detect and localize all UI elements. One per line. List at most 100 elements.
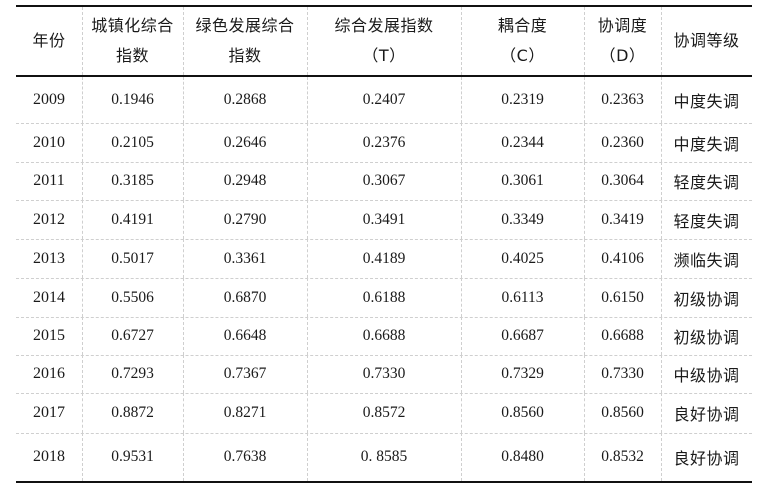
column-divider bbox=[183, 77, 184, 123]
column-divider bbox=[307, 123, 308, 162]
column-divider bbox=[307, 77, 308, 123]
header-comprehensive-line2: （T） bbox=[362, 46, 406, 65]
column-divider bbox=[661, 162, 662, 200]
column-divider bbox=[461, 355, 462, 393]
cell-green-development-index: 0.2948 bbox=[223, 172, 267, 189]
column-divider bbox=[183, 355, 184, 393]
column-divider bbox=[461, 278, 462, 317]
row-divider bbox=[16, 355, 752, 356]
column-divider bbox=[183, 433, 184, 481]
header-urbanization-index: 城镇化综合 指数 bbox=[82, 7, 183, 75]
column-divider bbox=[584, 393, 585, 433]
cell-coordination-degree: 0.3419 bbox=[601, 210, 644, 228]
column-divider bbox=[461, 239, 462, 278]
row-divider bbox=[16, 317, 752, 318]
cell-urbanization-index: 0.5506 bbox=[111, 288, 154, 306]
cell-urbanization-index: 0.7293 bbox=[111, 365, 154, 382]
column-divider bbox=[461, 433, 462, 481]
header-grade-label: 协调等级 bbox=[673, 31, 740, 50]
column-divider bbox=[183, 200, 184, 239]
column-divider bbox=[661, 278, 662, 317]
column-divider bbox=[584, 239, 585, 278]
column-divider bbox=[307, 239, 308, 278]
cell-green-development-index: 0.2646 bbox=[223, 133, 267, 151]
column-divider bbox=[661, 77, 662, 123]
row-divider bbox=[16, 393, 752, 394]
cell-urbanization-index: 0.3185 bbox=[111, 172, 154, 189]
column-divider bbox=[461, 123, 462, 162]
header-year: 年份 bbox=[16, 7, 82, 75]
header-coordination-line2: （D） bbox=[599, 46, 646, 65]
cell-year: 2010 bbox=[33, 133, 65, 151]
cell-urbanization-index: 0.2105 bbox=[111, 133, 154, 151]
cell-green-development-index: 0.6870 bbox=[223, 288, 267, 306]
column-divider bbox=[661, 393, 662, 433]
header-coupling-line1: 耦合度 bbox=[497, 16, 548, 35]
column-divider bbox=[183, 317, 184, 355]
table-row: 2012 0.4191 0.2790 0.3491 0.3349 0.3419 轻度失调 bbox=[16, 200, 752, 239]
cell-year: 2011 bbox=[33, 172, 65, 189]
cell-coordination-grade: 中度失调 bbox=[673, 92, 740, 111]
cell-coordination-grade: 良好协调 bbox=[673, 449, 740, 468]
column-divider bbox=[307, 317, 308, 355]
column-divider bbox=[461, 317, 462, 355]
cell-coordination-degree: 0.3064 bbox=[601, 172, 644, 189]
column-divider bbox=[461, 162, 462, 200]
cell-coupling-degree: 0.4025 bbox=[501, 249, 544, 267]
row-divider bbox=[16, 123, 752, 124]
column-divider bbox=[82, 317, 83, 355]
column-divider bbox=[82, 278, 83, 317]
cell-coordination-grade: 初级协调 bbox=[673, 289, 740, 309]
table-row: 2013 0.5017 0.3361 0.4189 0.4025 0.4106 濒临失调 bbox=[16, 239, 752, 278]
cell-coupling-degree: 0.6687 bbox=[501, 327, 544, 344]
column-divider bbox=[82, 77, 83, 123]
column-divider bbox=[661, 200, 662, 239]
column-divider bbox=[183, 239, 184, 278]
header-coupling-degree: 耦合度 （C） bbox=[461, 7, 584, 75]
header-year-label: 年份 bbox=[32, 31, 66, 50]
cell-coordination-grade: 濒临失调 bbox=[673, 250, 740, 270]
column-divider bbox=[82, 433, 83, 481]
column-divider bbox=[584, 278, 585, 317]
row-divider bbox=[16, 433, 752, 434]
cell-green-development-index: 0.6648 bbox=[223, 327, 267, 344]
table-row: 2009 0.1946 0.2868 0.2407 0.2319 0.2363 中度失调 bbox=[16, 77, 752, 123]
cell-year: 2013 bbox=[33, 249, 65, 267]
column-divider bbox=[183, 393, 184, 433]
cell-coordination-degree: 0.7330 bbox=[601, 365, 644, 382]
cell-urbanization-index: 0.8872 bbox=[111, 404, 154, 421]
cell-year: 2016 bbox=[33, 365, 65, 382]
header-column-divider bbox=[82, 7, 83, 75]
cell-green-development-index: 0.3361 bbox=[223, 249, 267, 267]
cell-year: 2009 bbox=[33, 91, 65, 108]
header-column-divider bbox=[307, 7, 308, 75]
cell-coupling-degree: 0.7329 bbox=[501, 365, 544, 382]
cell-green-development-index: 0.2868 bbox=[223, 91, 267, 108]
cell-comprehensive-index: 0.2376 bbox=[362, 133, 406, 151]
column-divider bbox=[307, 162, 308, 200]
table-row: 2015 0.6727 0.6648 0.6688 0.6687 0.6688 初级协调 bbox=[16, 317, 752, 355]
cell-year: 2012 bbox=[33, 210, 65, 228]
cell-coordination-grade: 轻度失调 bbox=[673, 211, 740, 231]
cell-year: 2014 bbox=[33, 288, 65, 306]
cell-coupling-degree: 0.2319 bbox=[501, 91, 544, 108]
cell-coordination-grade: 中级协调 bbox=[673, 366, 740, 385]
table-row: 2017 0.8872 0.8271 0.8572 0.8560 0.8560 良好协调 bbox=[16, 393, 752, 433]
coupling-coordination-table: 年份 城镇化综合 指数 绿色发展综合 指数 综合发展指数 （T） 耦合度 （C）… bbox=[16, 5, 752, 483]
cell-coordination-grade: 中度失调 bbox=[673, 134, 740, 154]
table-row: 2018 0.9531 0.7638 0. 8585 0.8480 0.8532 良好协调 bbox=[16, 433, 752, 481]
table-row: 2014 0.5506 0.6870 0.6188 0.6113 0.6150 初级协调 bbox=[16, 278, 752, 317]
cell-coordination-degree: 0.8532 bbox=[601, 448, 644, 465]
header-column-divider bbox=[461, 7, 462, 75]
header-coordination-grade: 协调等级 bbox=[661, 7, 752, 75]
column-divider bbox=[584, 317, 585, 355]
column-divider bbox=[82, 239, 83, 278]
cell-comprehensive-index: 0. 8585 bbox=[360, 448, 408, 465]
column-divider bbox=[183, 162, 184, 200]
cell-coordination-degree: 0.6688 bbox=[601, 327, 644, 344]
column-divider bbox=[82, 355, 83, 393]
column-divider bbox=[307, 355, 308, 393]
cell-urbanization-index: 0.9531 bbox=[111, 448, 154, 465]
row-divider bbox=[16, 278, 752, 279]
table-row: 2016 0.7293 0.7367 0.7330 0.7329 0.7330 中级协调 bbox=[16, 355, 752, 393]
